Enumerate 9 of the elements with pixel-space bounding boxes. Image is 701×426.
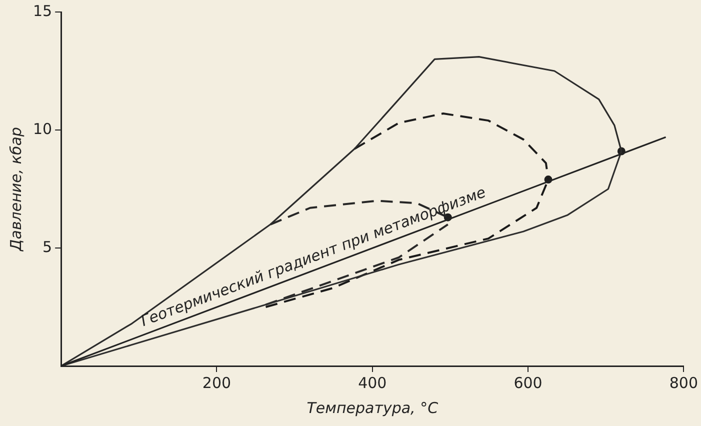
x-tick-label: 200 (202, 374, 232, 392)
x-tick-label: 800 (669, 374, 698, 392)
x-tick-label: 400 (358, 374, 387, 392)
y-tick-label: 15 (32, 2, 52, 20)
x-axis-title: Температура, °С (306, 398, 439, 417)
y-tick-label: 5 (42, 238, 52, 256)
y-axis-title: Давление, кбар (6, 127, 25, 252)
y-tick-label: 10 (32, 120, 52, 138)
x-tick-label: 600 (514, 374, 542, 392)
